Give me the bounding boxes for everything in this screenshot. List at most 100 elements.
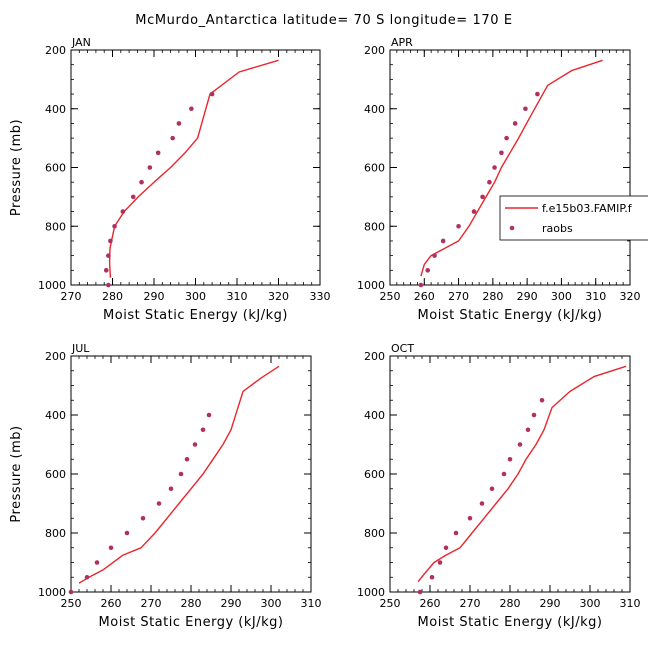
raobs-point bbox=[94, 560, 100, 565]
raobs-point bbox=[437, 560, 443, 565]
x-tick-label: 310 bbox=[620, 597, 641, 610]
panel-label: APR bbox=[391, 36, 413, 49]
x-tick-label: 270 bbox=[141, 597, 162, 610]
x-tick-label: 300 bbox=[551, 290, 572, 303]
panels: 270 280 290 300 310 320 330 200 400 600 800 1000 JAN… bbox=[9, 36, 641, 630]
raobs-point bbox=[155, 150, 161, 156]
y-tick-label: 200 bbox=[45, 44, 66, 57]
raobs-point bbox=[523, 106, 528, 112]
x-tick-label: 250 bbox=[61, 597, 82, 610]
x-tick-label: 310 bbox=[227, 290, 248, 303]
raobs-point bbox=[106, 282, 111, 288]
raobs-point bbox=[492, 165, 497, 170]
y-tick-label: 600 bbox=[45, 468, 66, 481]
y-tick-label: 400 bbox=[364, 409, 385, 422]
raobs-point bbox=[120, 209, 126, 214]
raobs-point bbox=[130, 194, 136, 200]
y-tick-label: 400 bbox=[364, 103, 385, 116]
raobs-point bbox=[209, 91, 215, 97]
x-axis-title: Moist Static Energy (kJ/kg) bbox=[99, 615, 284, 630]
raobs-point bbox=[108, 238, 113, 244]
y-tick-label: 1000 bbox=[357, 279, 385, 292]
legend-obs-label: raobs bbox=[542, 222, 573, 235]
x-tick-label: 260 bbox=[414, 290, 435, 303]
raobs-point bbox=[425, 268, 431, 273]
panel-apr: 250 260 270 280 290 300 310 320 200 400 600 800 1000… bbox=[357, 36, 641, 323]
legend: f.e15b03.FAMIP.f raobs bbox=[499, 195, 648, 241]
y-tick-label: 600 bbox=[45, 162, 66, 175]
model-series-line bbox=[108, 59, 279, 278]
raobs-point bbox=[471, 209, 477, 214]
raobs-point bbox=[184, 456, 190, 462]
raobs-point bbox=[68, 589, 74, 595]
raobs-point bbox=[106, 253, 111, 258]
raobs-point bbox=[501, 471, 507, 477]
raobs-point bbox=[170, 135, 175, 141]
y-tick-label: 800 bbox=[45, 527, 66, 540]
y-tick-label: 800 bbox=[364, 527, 385, 540]
y-tick-label: 200 bbox=[364, 44, 385, 57]
x-tick-label: 330 bbox=[310, 290, 331, 303]
y-tick-label: 200 bbox=[45, 350, 66, 363]
y-axis-title: Pressure (mb) bbox=[9, 119, 24, 216]
x-tick-label: 320 bbox=[620, 290, 641, 303]
raobs-point bbox=[189, 106, 194, 112]
raobs-point bbox=[531, 412, 537, 418]
model-series-line bbox=[420, 59, 603, 277]
y-axis-title: Pressure (mb) bbox=[9, 425, 24, 522]
x-tick-label: 250 bbox=[380, 597, 401, 610]
raobs-point bbox=[147, 165, 153, 170]
y-tick-label: 600 bbox=[364, 468, 385, 481]
y-tick-label: 400 bbox=[45, 409, 66, 422]
raobs-point bbox=[443, 545, 449, 551]
x-tick-label: 300 bbox=[185, 290, 206, 303]
raobs-point bbox=[178, 471, 184, 477]
raobs-point bbox=[487, 179, 492, 185]
raobs-point bbox=[206, 412, 212, 418]
x-tick-label: 250 bbox=[380, 290, 401, 303]
x-tick-label: 280 bbox=[500, 597, 521, 610]
raobs-point bbox=[103, 268, 109, 273]
x-tick-label: 280 bbox=[482, 290, 503, 303]
raobs-point bbox=[535, 91, 540, 97]
y-tick-label: 400 bbox=[45, 103, 66, 116]
raobs-point bbox=[417, 589, 423, 595]
raobs-point bbox=[139, 179, 144, 185]
legend-model-label: f.e15b03.FAMIP.f bbox=[542, 202, 633, 215]
x-tick-label: 310 bbox=[585, 290, 606, 303]
raobs-point bbox=[440, 238, 446, 244]
x-axis-title: Moist Static Energy (kJ/kg) bbox=[418, 615, 603, 630]
y-tick-label: 1000 bbox=[38, 279, 66, 292]
raobs-point bbox=[539, 397, 545, 403]
raobs-point bbox=[453, 530, 459, 536]
x-tick-label: 270 bbox=[460, 597, 481, 610]
x-tick-label: 290 bbox=[144, 290, 165, 303]
x-tick-label: 300 bbox=[261, 597, 282, 610]
raobs-point bbox=[432, 253, 437, 258]
raobs-point bbox=[507, 456, 513, 462]
x-axis-title: Moist Static Energy (kJ/kg) bbox=[103, 308, 288, 323]
model-series-line bbox=[417, 365, 627, 583]
raobs-point bbox=[456, 223, 461, 229]
raobs-point bbox=[512, 121, 518, 126]
raobs-point bbox=[467, 515, 473, 521]
y-tick-label: 1000 bbox=[357, 586, 385, 599]
raobs-point bbox=[517, 442, 523, 447]
legend-obs-swatch bbox=[509, 225, 515, 231]
x-tick-label: 310 bbox=[301, 597, 322, 610]
x-tick-label: 290 bbox=[540, 597, 561, 610]
x-tick-label: 300 bbox=[580, 597, 601, 610]
raobs-point bbox=[499, 150, 504, 156]
raobs-point bbox=[112, 223, 117, 229]
raobs-point bbox=[479, 501, 485, 506]
panel-label: OCT bbox=[391, 342, 414, 355]
x-axis-title: Moist Static Energy (kJ/kg) bbox=[418, 308, 603, 323]
raobs-point bbox=[418, 282, 424, 288]
figure-title: McMurdo_Antarctica latitude= 70 S longit… bbox=[135, 13, 512, 28]
x-tick-label: 320 bbox=[268, 290, 289, 303]
y-tick-label: 800 bbox=[45, 220, 66, 233]
y-tick-label: 800 bbox=[364, 220, 385, 233]
plot-frame bbox=[70, 49, 321, 286]
raobs-point bbox=[489, 486, 495, 492]
